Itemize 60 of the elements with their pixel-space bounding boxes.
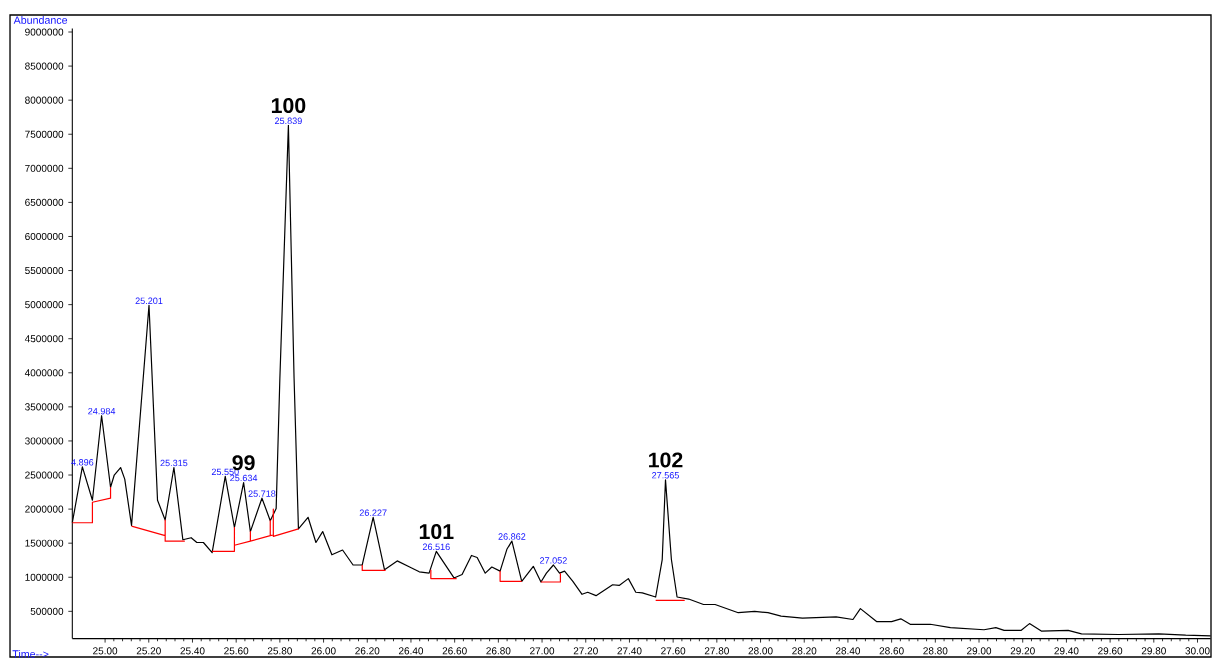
x-tick-label: 25.60 [224,647,249,655]
x-tick-label: 29.60 [1098,647,1123,655]
y-tick-label: 1000000 [25,573,64,581]
annotation: 27.565 [652,472,679,479]
annotation: 24.984 [88,407,116,415]
annotation: 25.839 [274,117,302,125]
y-tick-label: 8000000 [25,96,64,104]
x-tick-label: 27.20 [573,647,598,655]
y-tick-label: 7500000 [25,130,64,138]
x-tick-label: 25.80 [267,647,292,655]
y-tick-label: 6500000 [25,198,64,206]
annotation: 101 [419,523,454,540]
x-tick-label: 26.80 [486,647,511,655]
x-tick-label: 26.40 [398,647,424,655]
y-tick-label: 2500000 [25,471,64,479]
x-tick-label: 27.60 [661,647,686,655]
y-tick-label: 5500000 [25,267,64,275]
x-tick-label: 26.00 [311,647,336,655]
annotation: 25.718 [248,490,276,497]
x-tick-label: 28.20 [792,647,817,655]
annotation: 25.201 [135,297,163,304]
x-axis-title: Time--> [12,649,49,658]
y-tick-label: 7000000 [25,164,64,172]
annotation: 25.315 [160,459,188,467]
x-tick-label: 25.40 [180,647,205,655]
x-tick-label: 27.40 [617,647,642,655]
y-tick-label: 4500000 [24,335,64,343]
y-tick-label: 3000000 [25,437,64,445]
annotation: 100 [271,98,306,114]
x-tick-label: 26.60 [442,647,467,655]
x-tick-label: 27.80 [704,647,729,655]
x-tick-label: 28.80 [923,647,948,655]
x-tick-label: 28.60 [879,647,904,655]
y-tick-label: 500000 [30,607,64,615]
annotation: 26.516 [422,543,450,551]
x-tick-label: 29.00 [967,647,992,655]
x-tick-label: 26.20 [355,647,380,655]
x-tick-label: 29.80 [1141,647,1166,655]
y-axis-title: Abundance [13,16,68,24]
x-tick-label: 25.00 [93,647,118,655]
x-tick-label: 30.00 [1185,647,1210,655]
annotation: 26.862 [498,533,526,540]
y-tick-label: 5000000 [25,301,64,309]
x-tick-label: 27.00 [530,647,555,655]
x-tick-label: 25.20 [136,647,161,655]
annotation: 25.634 [230,474,258,482]
y-tick-label: 3500000 [25,403,64,411]
y-tick-label: 1500000 [25,539,64,547]
y-tick-label: 6000000 [25,232,64,241]
x-tick-label: 29.20 [1010,647,1035,655]
y-tick-label: 8500000 [25,62,64,70]
annotation: 26.227 [359,509,387,516]
x-tick-label: 28.40 [835,647,861,655]
y-tick-label: 9000000 [25,28,64,36]
x-tick-label: 28.00 [748,647,773,655]
x-tick-label: 29.40 [1054,647,1079,655]
y-tick-label: 4000000 [24,369,64,377]
annotation: 27.052 [540,557,567,564]
annotation: 102 [649,452,683,468]
y-tick-label: 2000000 [25,505,64,513]
